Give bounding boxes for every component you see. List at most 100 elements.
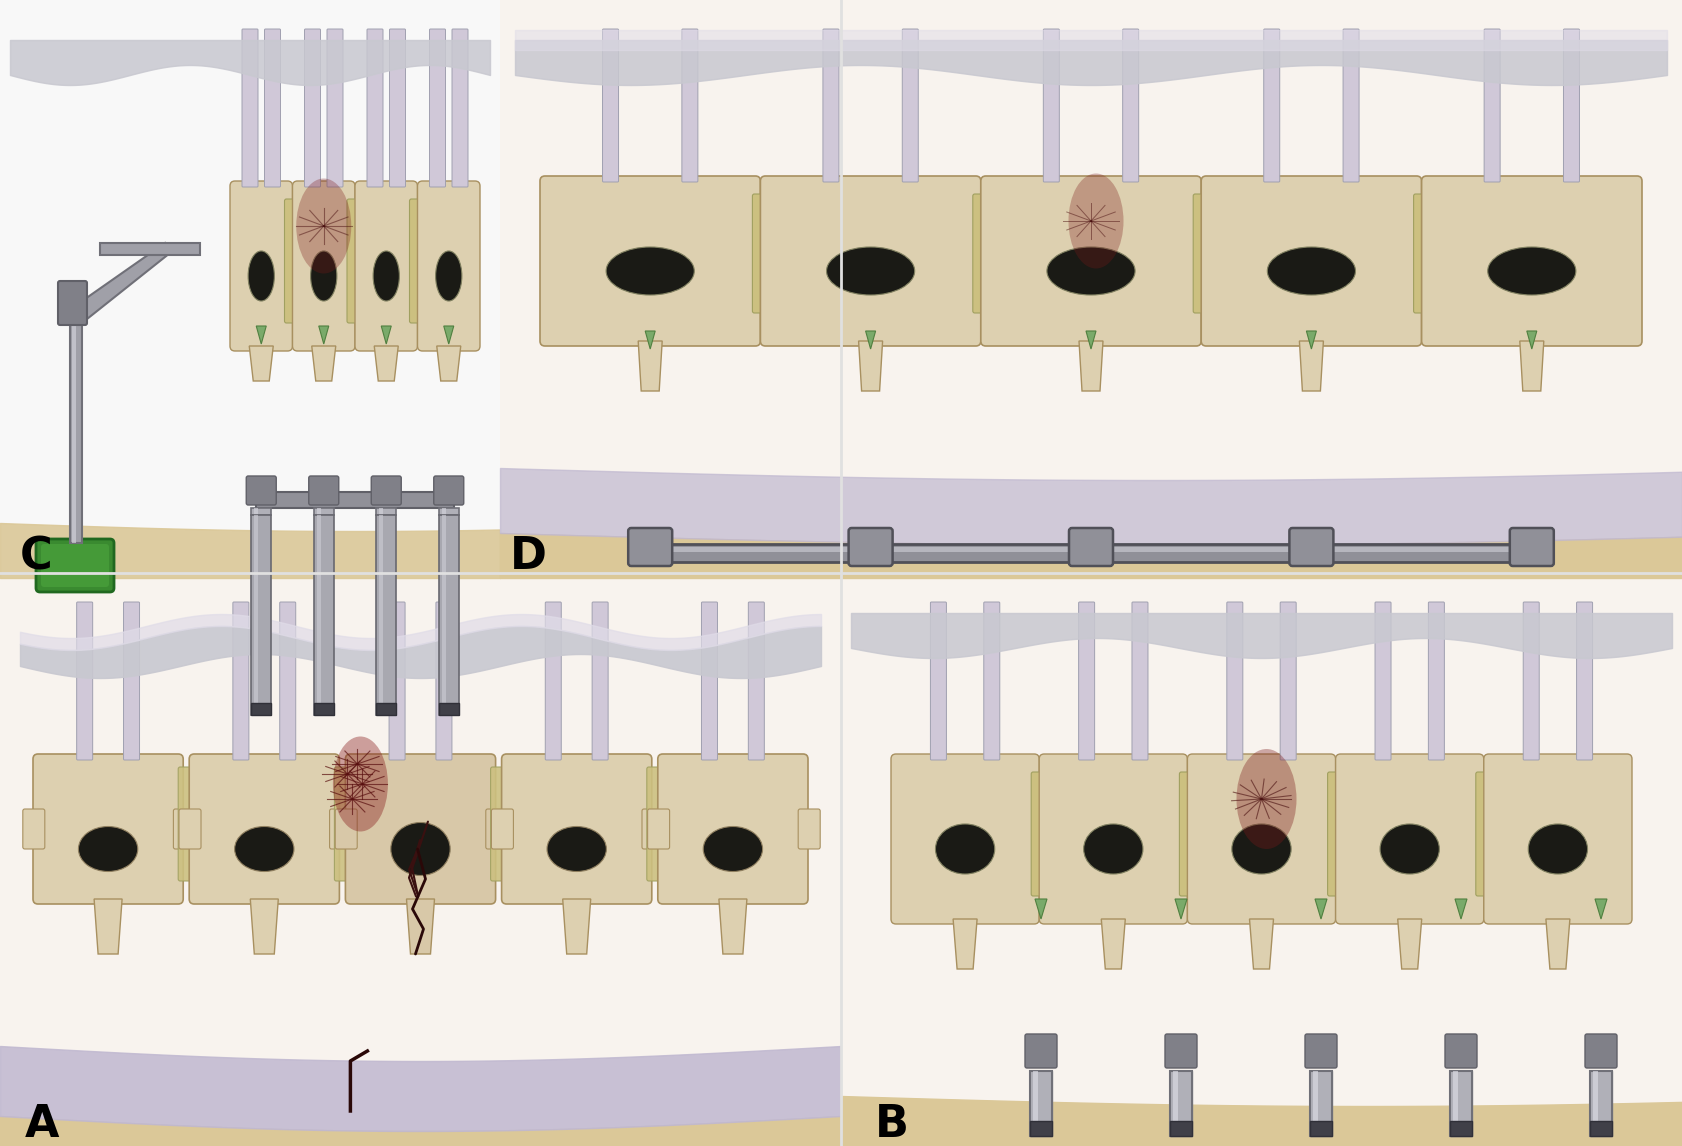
FancyBboxPatch shape — [346, 199, 363, 323]
FancyBboxPatch shape — [1475, 772, 1492, 896]
Ellipse shape — [703, 826, 762, 871]
FancyBboxPatch shape — [491, 767, 506, 881]
Bar — [254, 515, 259, 715]
FancyBboxPatch shape — [1484, 754, 1632, 924]
FancyBboxPatch shape — [178, 809, 202, 849]
FancyBboxPatch shape — [372, 476, 402, 505]
Ellipse shape — [373, 251, 399, 301]
Bar — [1515, 534, 1547, 540]
Bar — [315, 508, 333, 515]
Bar — [316, 508, 321, 515]
FancyBboxPatch shape — [1584, 1034, 1616, 1068]
Polygon shape — [866, 331, 876, 350]
FancyBboxPatch shape — [367, 29, 383, 187]
Polygon shape — [637, 342, 663, 391]
FancyBboxPatch shape — [1078, 602, 1095, 760]
FancyBboxPatch shape — [930, 602, 947, 760]
FancyBboxPatch shape — [309, 476, 338, 505]
Polygon shape — [1300, 342, 1324, 391]
Polygon shape — [1102, 919, 1125, 970]
Bar — [439, 508, 459, 515]
Bar — [1029, 1072, 1051, 1136]
FancyBboxPatch shape — [1510, 528, 1554, 566]
Bar — [254, 508, 259, 515]
Bar — [439, 702, 459, 715]
FancyBboxPatch shape — [501, 754, 653, 904]
Ellipse shape — [1046, 248, 1135, 295]
FancyBboxPatch shape — [602, 29, 619, 182]
Polygon shape — [407, 898, 434, 953]
Ellipse shape — [311, 251, 336, 301]
Ellipse shape — [1236, 749, 1297, 849]
Circle shape — [1527, 552, 1537, 562]
FancyBboxPatch shape — [436, 602, 452, 760]
Polygon shape — [718, 898, 747, 953]
FancyBboxPatch shape — [345, 754, 496, 904]
FancyBboxPatch shape — [701, 602, 718, 760]
FancyBboxPatch shape — [1413, 194, 1430, 313]
Bar — [315, 702, 333, 715]
Bar — [378, 515, 383, 715]
Bar — [442, 508, 446, 515]
FancyBboxPatch shape — [293, 181, 355, 351]
FancyBboxPatch shape — [1132, 602, 1149, 760]
Polygon shape — [646, 331, 656, 350]
FancyBboxPatch shape — [57, 281, 87, 325]
FancyBboxPatch shape — [0, 573, 841, 1146]
FancyBboxPatch shape — [500, 0, 1682, 573]
FancyBboxPatch shape — [1342, 29, 1359, 182]
Polygon shape — [382, 325, 392, 344]
Ellipse shape — [333, 737, 389, 832]
Ellipse shape — [1083, 824, 1144, 874]
Polygon shape — [375, 346, 399, 380]
FancyBboxPatch shape — [1039, 754, 1187, 924]
Polygon shape — [1176, 898, 1187, 919]
Bar — [1310, 1121, 1332, 1136]
Ellipse shape — [79, 826, 138, 871]
FancyBboxPatch shape — [643, 809, 664, 849]
Bar — [641, 544, 1542, 562]
FancyBboxPatch shape — [429, 29, 446, 187]
Polygon shape — [1307, 331, 1317, 350]
Ellipse shape — [1487, 248, 1576, 295]
FancyBboxPatch shape — [849, 528, 893, 566]
Ellipse shape — [296, 179, 352, 274]
Polygon shape — [1527, 331, 1537, 350]
FancyBboxPatch shape — [891, 754, 1039, 924]
FancyBboxPatch shape — [335, 809, 357, 849]
Bar — [71, 323, 82, 543]
Ellipse shape — [1231, 824, 1292, 874]
FancyBboxPatch shape — [326, 29, 343, 187]
Bar — [1450, 1072, 1472, 1136]
FancyBboxPatch shape — [1024, 1034, 1056, 1068]
Bar — [377, 508, 397, 515]
FancyBboxPatch shape — [648, 809, 669, 849]
Polygon shape — [320, 325, 328, 344]
Bar — [1171, 1121, 1193, 1136]
Bar — [251, 702, 271, 715]
Bar — [641, 547, 1542, 552]
FancyBboxPatch shape — [1280, 602, 1297, 760]
Polygon shape — [1250, 919, 1273, 970]
FancyBboxPatch shape — [40, 544, 109, 587]
Ellipse shape — [1068, 173, 1124, 268]
FancyBboxPatch shape — [540, 176, 760, 346]
Ellipse shape — [390, 823, 451, 876]
FancyBboxPatch shape — [1327, 772, 1344, 896]
FancyBboxPatch shape — [330, 809, 352, 849]
FancyBboxPatch shape — [284, 199, 301, 323]
FancyBboxPatch shape — [902, 29, 918, 182]
Bar — [315, 515, 333, 715]
Polygon shape — [1398, 919, 1421, 970]
Polygon shape — [444, 325, 454, 344]
Polygon shape — [1521, 342, 1544, 391]
Bar — [1075, 534, 1107, 540]
FancyBboxPatch shape — [658, 754, 807, 904]
FancyBboxPatch shape — [981, 176, 1201, 346]
Bar — [442, 515, 446, 715]
Ellipse shape — [606, 248, 695, 295]
Bar — [1171, 1072, 1193, 1136]
Circle shape — [1307, 552, 1317, 562]
FancyBboxPatch shape — [264, 29, 281, 187]
FancyBboxPatch shape — [627, 528, 673, 566]
